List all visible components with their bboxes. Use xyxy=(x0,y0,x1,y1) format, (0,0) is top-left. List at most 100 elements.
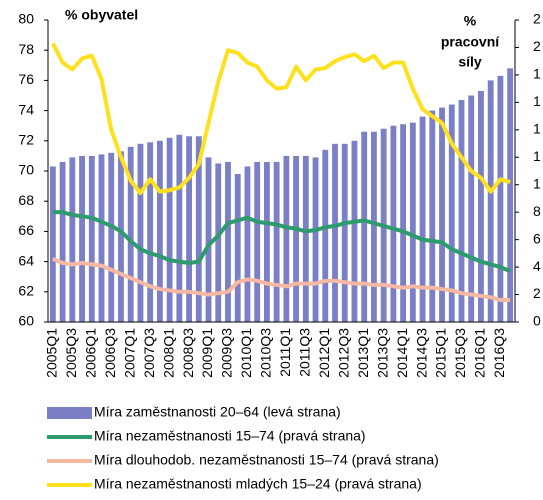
bar xyxy=(478,90,484,322)
y-tick-label: 62 xyxy=(18,283,34,299)
y-tick-label: 70 xyxy=(18,162,34,178)
x-tick-label: 2005Q3 xyxy=(63,328,79,378)
y-tick-label: 66 xyxy=(18,222,34,238)
y2-axis-label: síly xyxy=(458,54,482,70)
y2-tick-label: 1 xyxy=(533,148,541,164)
y-tick-label: 60 xyxy=(18,313,34,329)
bar xyxy=(118,151,124,322)
x-tick-label: 2006Q3 xyxy=(102,328,118,378)
y-tick-label: 80 xyxy=(18,11,34,27)
bar xyxy=(225,161,231,322)
legend-swatch xyxy=(47,407,92,419)
bar xyxy=(273,161,280,322)
bar xyxy=(215,163,222,322)
x-tick-label: 2006Q1 xyxy=(82,328,98,378)
x-tick-label: 2007Q3 xyxy=(141,328,157,378)
bar xyxy=(400,124,407,322)
y2-tick-label: 1 xyxy=(533,175,541,191)
y2-tick-label: 2 xyxy=(533,38,541,54)
x-tick-label: 2012Q3 xyxy=(335,328,351,378)
bar xyxy=(147,142,154,322)
bar xyxy=(88,155,95,322)
x-tick-label: 2015Q3 xyxy=(452,328,468,378)
bar xyxy=(49,166,56,322)
bar xyxy=(322,149,329,322)
bar xyxy=(302,155,309,322)
y2-tick-label: 0 xyxy=(533,313,541,329)
y-tick-label: 72 xyxy=(18,132,34,148)
y-tick-label: 68 xyxy=(18,192,34,208)
bar xyxy=(69,157,76,322)
y2-tick-label: 2 xyxy=(533,11,541,27)
bar xyxy=(341,143,348,322)
line xyxy=(52,257,511,303)
bar xyxy=(361,131,368,322)
bar xyxy=(497,75,504,323)
x-tick-label: 2009Q1 xyxy=(199,328,215,378)
bar xyxy=(263,161,270,322)
x-tick-label: 2009Q3 xyxy=(219,328,235,378)
bar xyxy=(156,140,163,322)
y2-axis-label: % xyxy=(464,13,477,29)
bar xyxy=(371,131,377,322)
line xyxy=(52,210,511,274)
y2-tick-label: 6 xyxy=(533,230,541,246)
bar xyxy=(108,152,115,322)
x-tick-label: 2014Q1 xyxy=(394,328,410,378)
x-tick-label: 2010Q1 xyxy=(238,328,254,378)
line xyxy=(51,42,511,195)
bar xyxy=(254,161,261,322)
y2-tick-label: 1 xyxy=(533,93,541,109)
bar xyxy=(244,166,251,322)
bar xyxy=(98,154,105,322)
y2-tick-label: 8 xyxy=(533,203,541,219)
bar xyxy=(439,107,445,322)
x-tick-label: 2005Q1 xyxy=(44,328,60,378)
bar xyxy=(458,100,465,322)
bar xyxy=(409,122,416,323)
bar xyxy=(79,155,85,322)
x-tick-label: 2013Q1 xyxy=(355,328,371,378)
y-axis-label: % obyvatel xyxy=(65,7,138,23)
bar xyxy=(234,174,241,322)
bar xyxy=(487,80,494,323)
bar xyxy=(195,136,202,322)
bar xyxy=(468,95,475,322)
bar xyxy=(127,146,134,322)
bar xyxy=(332,143,338,322)
legend-label: Míra dlouhodob. nezaměstnanosti 15–74 (p… xyxy=(94,452,439,468)
bar xyxy=(507,68,514,322)
bar xyxy=(429,110,436,322)
bar xyxy=(166,137,173,322)
bar xyxy=(293,155,300,322)
y2-tick-label: 4 xyxy=(533,258,541,274)
bar xyxy=(205,157,212,322)
y-tick-label: 74 xyxy=(18,101,34,117)
bar xyxy=(419,116,426,322)
x-tick-label: 2016Q1 xyxy=(472,328,488,378)
legend-label: Míra nezaměstnanosti mladých 15–24 (prav… xyxy=(94,476,422,492)
bar xyxy=(137,143,144,322)
legend-label: Míra zaměstnanosti 20–64 (levá strana) xyxy=(94,404,341,420)
bar xyxy=(390,125,397,322)
x-tick-label: 2007Q1 xyxy=(121,328,137,378)
x-tick-label: 2010Q3 xyxy=(258,328,274,378)
bar xyxy=(351,140,358,322)
x-tick-label: 2015Q1 xyxy=(433,328,449,378)
y2-axis-label: pracovní xyxy=(441,34,500,50)
y-tick-label: 64 xyxy=(18,252,34,268)
y2-tick-label: 2 xyxy=(533,285,541,301)
x-tick-label: 2008Q1 xyxy=(160,328,176,378)
x-tick-label: 2013Q3 xyxy=(374,328,390,378)
legend-label: Míra nezaměstnanosti 15–74 (pravá strana… xyxy=(94,428,366,444)
y2-tick-label: 1 xyxy=(533,66,541,82)
x-tick-label: 2011Q3 xyxy=(297,328,313,377)
y-tick-label: 76 xyxy=(18,71,34,87)
bar xyxy=(283,155,290,322)
bar xyxy=(448,104,455,322)
x-tick-label: 2011Q1 xyxy=(277,328,293,377)
x-tick-label: 2016Q3 xyxy=(491,328,507,378)
y-tick-label: 78 xyxy=(18,41,34,57)
x-tick-label: 2012Q1 xyxy=(316,328,332,378)
